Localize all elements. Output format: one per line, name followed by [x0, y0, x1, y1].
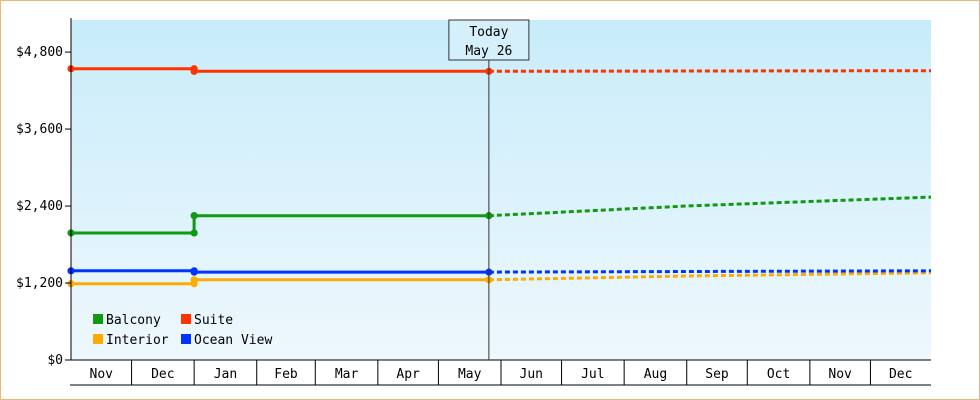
x-tick-label: Jul — [581, 367, 604, 382]
today-label: Today — [469, 25, 508, 40]
x-tick-label: Mar — [335, 367, 359, 382]
plot-area — [71, 20, 931, 360]
series-point — [190, 67, 198, 75]
x-tick-label: Nov — [828, 367, 852, 382]
series-point — [190, 229, 198, 237]
y-tick-label: $0 — [47, 353, 63, 368]
legend-label: Balcony — [106, 313, 161, 328]
legend-swatch — [93, 314, 103, 324]
x-tick-label: Jan — [214, 367, 237, 382]
x-tick-label: Oct — [767, 367, 790, 382]
axes-layer: $0 $1,200 $2,400 $3,600 $4,800 Nov Dec Jan Feb Ma… — [16, 18, 931, 386]
today-box — [448, 19, 530, 61]
series-point — [190, 268, 198, 276]
legend-label: Ocean View — [194, 333, 272, 348]
x-tick-label: May — [458, 367, 482, 382]
x-tick-label: Dec — [151, 367, 174, 382]
y-tick-label: $1,200 — [16, 276, 63, 291]
y-tick-label: $3,600 — [16, 122, 63, 137]
series-layer — [67, 65, 932, 288]
series-forecast-line — [488, 69, 932, 73]
series-point — [190, 212, 198, 220]
x-tick-label: Apr — [396, 367, 420, 382]
series-line — [71, 214, 489, 235]
x-tick-label: Feb — [274, 367, 298, 382]
today-marker: Today May 26 — [448, 19, 530, 360]
y-tick-label: $4,800 — [16, 45, 63, 60]
series-point — [190, 276, 198, 284]
series-forecast-line — [488, 271, 932, 282]
legend-label: Suite — [194, 313, 233, 328]
y-tick-label: $2,400 — [16, 199, 63, 214]
x-tick-label: Sep — [705, 367, 729, 382]
legend: Balcony Suite Interior Ocean View — [93, 313, 272, 348]
series-line — [71, 269, 489, 274]
series-forecast-line — [488, 195, 932, 218]
series-forecast-line — [488, 269, 932, 274]
x-tick-label: Aug — [644, 367, 667, 382]
x-tick-label: Nov — [90, 367, 114, 382]
today-date: May 26 — [465, 44, 512, 59]
x-tick-label: Dec — [889, 367, 912, 382]
legend-swatch — [93, 334, 103, 344]
legend-swatch — [181, 334, 191, 344]
legend-label: Interior — [106, 333, 169, 348]
legend-swatch — [181, 314, 191, 324]
x-tick-label: Jun — [520, 367, 543, 382]
